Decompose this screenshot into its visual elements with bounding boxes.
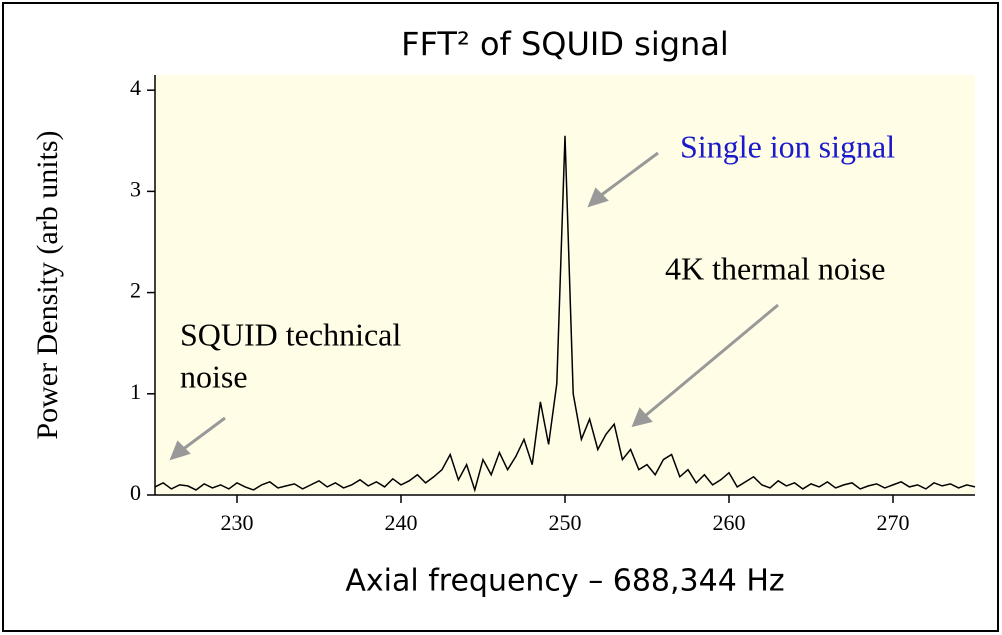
arrow: [181, 416, 226, 452]
arrow-head: [587, 187, 609, 208]
chart-title: FFT² of SQUID signal: [401, 25, 729, 63]
arrows: [169, 151, 779, 461]
annotation: Single ion signal: [680, 128, 895, 164]
line-series: [154, 135, 976, 493]
y-tick-label: 2: [130, 278, 141, 303]
x-tick-label: 260: [713, 510, 746, 535]
annotation: noise: [180, 358, 248, 394]
annotation: 4K thermal noise: [665, 250, 885, 286]
y-tick-label: 1: [130, 379, 141, 404]
arrow: [644, 303, 779, 418]
arrow-head: [631, 407, 653, 428]
annotation: SQUID technical: [180, 316, 401, 352]
x-tick-label: 270: [877, 510, 910, 535]
y-tick-label: 4: [130, 75, 141, 100]
x-tick-label: 240: [385, 510, 418, 535]
y-axis-label: Power Density (arb units): [31, 130, 64, 439]
y-tick-label: 3: [130, 176, 141, 201]
x-tick-label: 250: [549, 510, 582, 535]
x-axis-label: Axial frequency – 688,344 Hz: [345, 564, 784, 599]
arrow-head: [169, 440, 191, 461]
arrow: [599, 151, 659, 198]
x-tick-label: 230: [221, 510, 254, 535]
y-tick-label: 0: [130, 480, 141, 505]
